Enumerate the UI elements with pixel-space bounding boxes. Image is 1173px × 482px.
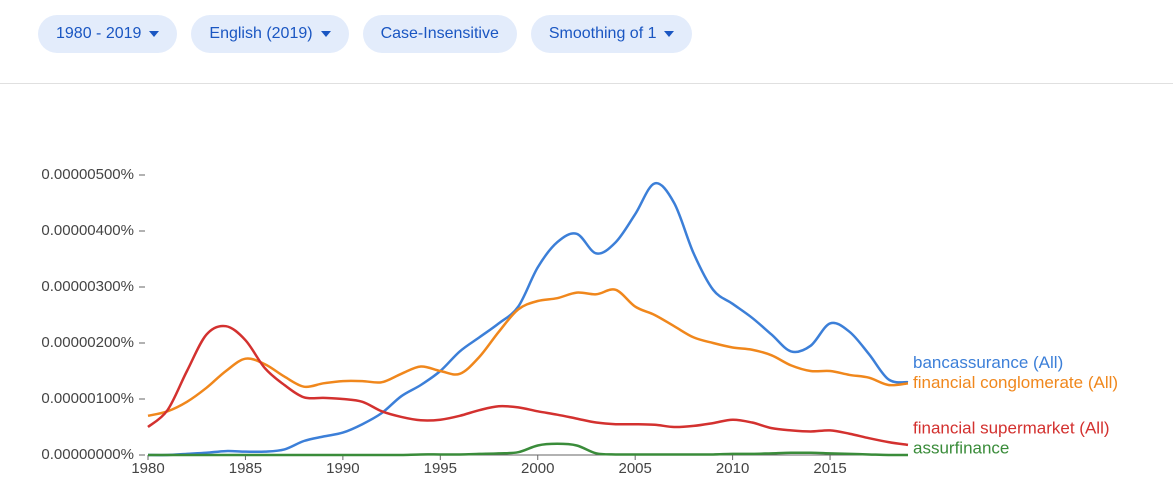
series-line (147, 288, 909, 418)
x-tick-label: 1980 (131, 460, 164, 477)
legend-label: financial supermarket (All) (913, 418, 1110, 437)
divider (0, 83, 1173, 84)
y-tick-label: 0.00000400% (41, 222, 134, 239)
series-line (147, 324, 909, 447)
x-tick-label: 2010 (716, 460, 749, 477)
legend-label: financial conglomerate (All) (913, 373, 1118, 392)
y-tick-label: 0.00000500% (41, 166, 134, 183)
corpus-button[interactable]: English (2019) (191, 15, 349, 53)
legend-label: bancassurance (All) (913, 353, 1063, 372)
y-tick-label: 0.00000200% (41, 334, 134, 351)
y-tick-label: 0.00000100% (41, 390, 134, 407)
dropdown-arrow (320, 31, 331, 37)
smoothing-button[interactable]: Smoothing of 1 (530, 15, 693, 53)
x-tick-label: 2000 (521, 460, 554, 477)
button-label: 1980 - 2019 (56, 25, 142, 42)
y-tick-label: 0.00000300% (41, 278, 134, 295)
x-tick-label: 2015 (813, 460, 846, 477)
controls: 1980 - 2019 English (2019) Case-Insensit… (38, 15, 693, 53)
button-label: Case-Insensitive (380, 25, 499, 42)
series-line (147, 181, 909, 457)
button-label: Smoothing of 1 (548, 25, 657, 42)
date-range-button[interactable]: 1980 - 2019 (38, 15, 178, 53)
y-tick-label: 0.00000000% (41, 446, 134, 463)
dropdown-arrow (149, 31, 160, 37)
series-line (147, 442, 909, 457)
legend-label: assurfinance (913, 438, 1009, 457)
button-label: English (2019) (209, 25, 313, 42)
x-tick-label: 1995 (424, 460, 457, 477)
x-tick-label: 1990 (326, 460, 359, 477)
dropdown-arrow (664, 31, 675, 37)
x-tick-label: 1985 (229, 460, 262, 477)
x-tick-label: 2005 (618, 460, 651, 477)
case-button[interactable]: Case-Insensitive (362, 15, 517, 53)
